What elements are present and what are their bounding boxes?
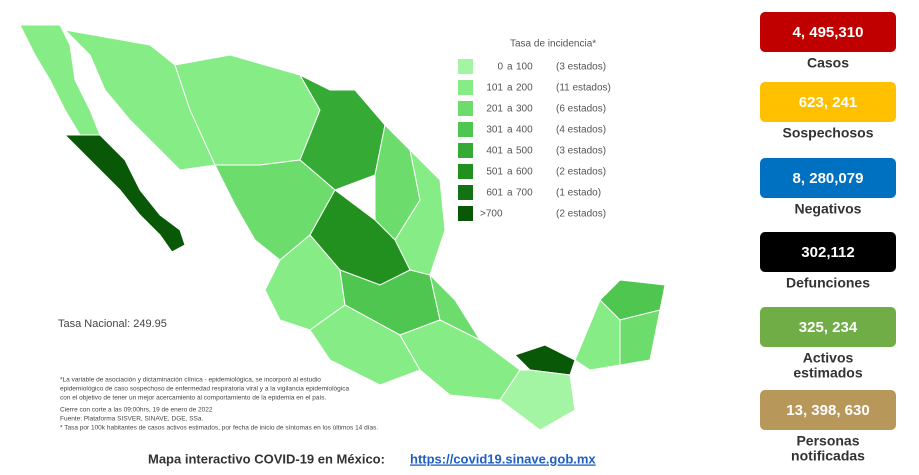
stat-value: 4, 495,310 (793, 24, 864, 41)
legend-swatch (458, 206, 473, 221)
veracruz (429, 273, 482, 342)
chiapas (499, 369, 576, 431)
stats: 4, 495,310 Casos 623, 241 Sospechosos 8, 280… (760, 12, 896, 464)
national-rate: Tasa Nacional: 249.95 (58, 318, 167, 330)
stat-label: Casos (807, 55, 849, 71)
legend: 0 a 100 (3 estados)101 a 200 (11 estados)201 a 3… (458, 59, 611, 221)
stat-value: 623, 241 (799, 94, 857, 111)
notes: *La variable de asociación y dictaminaci… (60, 377, 378, 432)
map (19, 24, 666, 431)
tabasco (514, 344, 576, 376)
legend-to: 600 (516, 167, 533, 178)
legend-from: 401 (486, 146, 503, 157)
legend-joiner: a (507, 125, 513, 136)
stat-box (760, 158, 896, 198)
stat-label: Negativos (795, 201, 862, 217)
legend-count: (6 estados) (556, 104, 606, 115)
stat-label: Sospechosos (782, 125, 873, 141)
note: Fuente: Plataforma SISVER, SINAVE, DGE, … (60, 416, 203, 423)
legend-joiner: a (507, 167, 513, 178)
legend-count: (11 estados) (556, 83, 611, 94)
baja-sur (63, 134, 186, 253)
stat-value: 8, 280,079 (793, 170, 864, 187)
note: * Tasa por 100k habitantes de casos acti… (60, 425, 378, 432)
legend-from: 301 (486, 125, 503, 136)
legend-swatch (458, 59, 473, 74)
legend-swatch (458, 143, 473, 158)
stat-label: Personas (796, 433, 859, 449)
legend-count: (2 estados) (556, 209, 606, 220)
stat-label: estimados (793, 365, 862, 381)
legend-from: 101 (486, 83, 503, 94)
legend-count: (1 estado) (556, 188, 601, 199)
legend-title: Tasa de incidencia* (510, 39, 596, 50)
legend-joiner: a (507, 146, 513, 157)
legend-to: 200 (516, 83, 533, 94)
legend-swatch (458, 122, 473, 137)
footer-link[interactable]: https://covid19.sinave.gob.mx (410, 451, 596, 466)
sonora (63, 29, 216, 171)
stat-box (760, 82, 896, 122)
legend-count: (3 estados) (556, 62, 606, 73)
note: Cierre con corte a las 09:00hrs, 19 de e… (60, 407, 213, 414)
legend-to: 400 (516, 125, 533, 136)
legend-joiner: a (507, 104, 513, 115)
legend-to: 500 (516, 146, 533, 157)
legend-swatch (458, 185, 473, 200)
stat-box (760, 232, 896, 272)
legend-joiner: a (507, 188, 513, 199)
legend-to: 300 (516, 104, 533, 115)
stat-label: Defunciones (786, 275, 870, 291)
stat-label: Activos (803, 350, 854, 366)
legend-to: 100 (516, 62, 533, 73)
oaxaca (399, 319, 521, 401)
stat-value: 13, 398, 630 (786, 402, 869, 419)
legend-swatch (458, 80, 473, 95)
legend-swatch (458, 164, 473, 179)
stat-box (760, 390, 896, 430)
legend-count: (2 estados) (556, 167, 606, 178)
stat-box (760, 307, 896, 347)
quintana-roo (619, 309, 661, 366)
stat-box (760, 12, 896, 52)
legend-to: 700 (516, 188, 533, 199)
legend-swatch (458, 101, 473, 116)
legend-from: >700 (480, 209, 503, 220)
stat-value: 302,112 (801, 244, 854, 261)
legend-joiner: a (507, 83, 513, 94)
footer-text: Mapa interactivo COVID-19 en México: (148, 451, 385, 466)
note: *La variable de asociación y dictaminaci… (60, 377, 321, 384)
legend-count: (3 estados) (556, 146, 606, 157)
legend-from: 601 (486, 188, 503, 199)
legend-from: 501 (486, 167, 503, 178)
legend-joiner: a (507, 62, 513, 73)
stat-value: 325, 234 (799, 319, 858, 336)
stat-label: notificadas (791, 448, 865, 464)
note: con el objetivo de tener un mejor acerca… (60, 395, 326, 402)
legend-from: 201 (486, 104, 503, 115)
legend-from: 0 (497, 62, 503, 73)
yucatan (599, 279, 666, 321)
legend-count: (4 estados) (556, 125, 606, 136)
note: epidemiológico de caso sospechoso de enf… (60, 386, 349, 393)
